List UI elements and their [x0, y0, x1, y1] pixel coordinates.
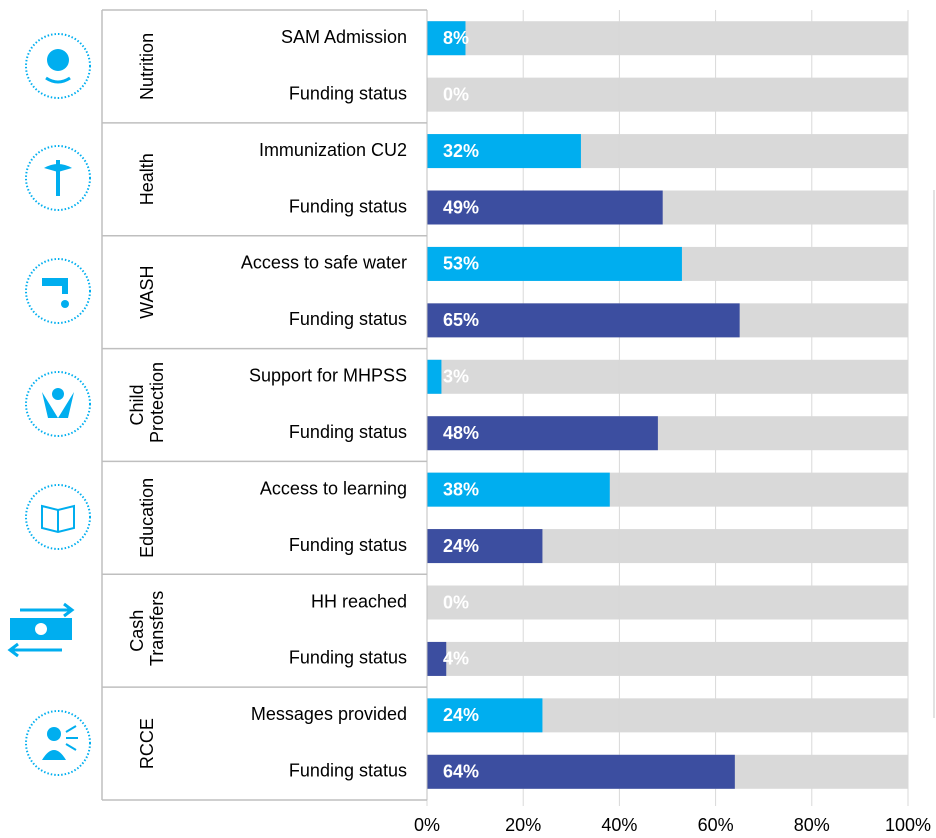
x-tick-label: 100% [885, 815, 931, 835]
x-tick-label: 80% [794, 815, 830, 835]
bar-track [427, 641, 908, 676]
group-label: Child Protection [127, 362, 167, 448]
y-tick-label: Funding status [289, 83, 407, 103]
y-tick-label: Funding status [289, 309, 407, 329]
value-label: 38% [443, 479, 479, 499]
y-tick-label: Messages provided [251, 704, 407, 724]
value-label: 24% [443, 536, 479, 556]
y-tick-label: Funding status [289, 535, 407, 555]
value-label: 0% [443, 592, 469, 612]
bar [427, 246, 682, 281]
bar-track [427, 21, 908, 56]
y-tick-label: Funding status [289, 196, 407, 216]
x-tick-label: 20% [505, 815, 541, 835]
value-label: 49% [443, 197, 479, 217]
y-tick-label: Access to learning [260, 478, 407, 498]
bar [427, 359, 442, 394]
bar [427, 641, 447, 676]
value-label: 64% [443, 762, 479, 782]
x-tick-label: 40% [601, 815, 637, 835]
value-label: 8% [443, 28, 469, 48]
y-tick-label: Access to safe water [241, 253, 407, 273]
bar-track [427, 585, 908, 620]
group-label: RCCE [137, 718, 157, 769]
value-label: 53% [443, 254, 479, 274]
bar [427, 21, 466, 56]
y-tick-label: HH reached [311, 591, 407, 611]
group-label: Health [137, 153, 157, 205]
x-tick-label: 0% [414, 815, 440, 835]
bar [427, 303, 740, 338]
x-tick-label: 60% [698, 815, 734, 835]
bar [427, 529, 543, 564]
y-tick-label: Immunization CU2 [259, 140, 407, 160]
bar [427, 472, 610, 507]
group-label: Nutrition [137, 33, 157, 100]
icons [7, 33, 91, 776]
group-label: Cash Transfers [127, 591, 167, 671]
value-label: 24% [443, 705, 479, 725]
bar [427, 754, 735, 789]
bar-track [427, 77, 908, 112]
value-label: 4% [443, 649, 469, 669]
bar [427, 416, 658, 451]
y-tick-label: Funding status [289, 648, 407, 668]
value-label: 48% [443, 423, 479, 443]
group-label: Education [137, 478, 157, 558]
y-tick-label: SAM Admission [281, 27, 407, 47]
bar [427, 190, 663, 225]
y-tick-label: Support for MHPSS [249, 366, 407, 386]
value-label: 65% [443, 310, 479, 330]
bar [427, 698, 543, 733]
value-label: 32% [443, 141, 479, 161]
bar-track [427, 359, 908, 394]
value-label: 3% [443, 367, 469, 387]
value-label: 0% [443, 84, 469, 104]
group-label: WASH [137, 265, 157, 318]
bar [427, 134, 581, 169]
y-tick-label: Funding status [289, 761, 407, 781]
y-tick-label: Funding status [289, 422, 407, 442]
